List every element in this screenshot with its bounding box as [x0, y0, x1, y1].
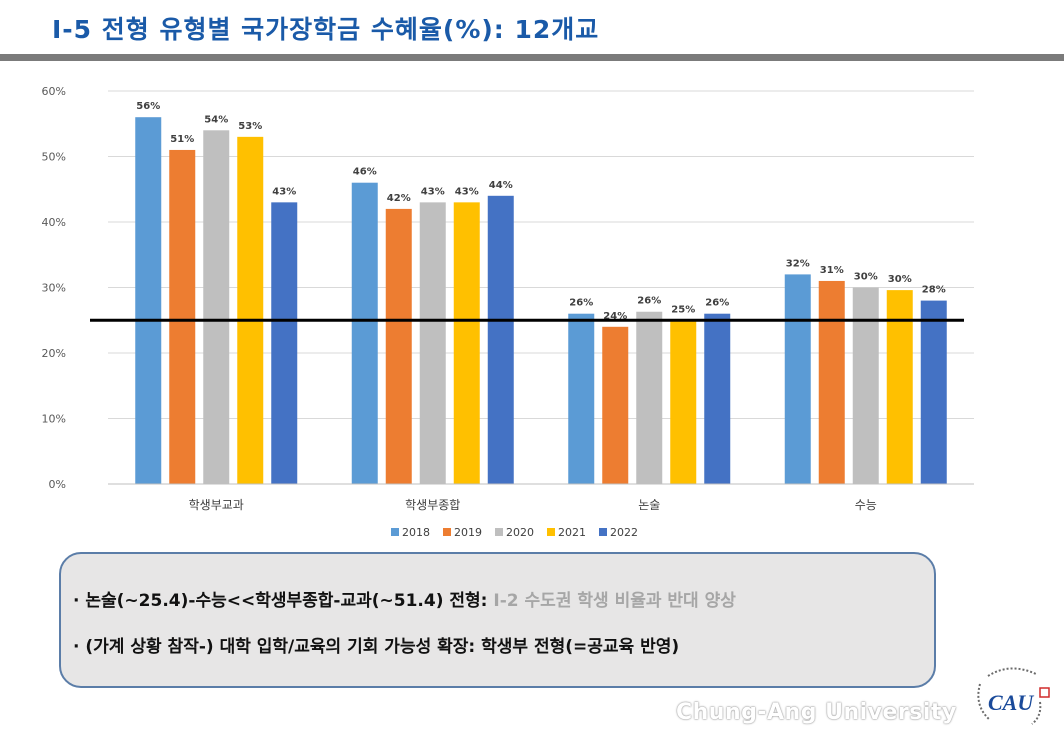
y-tick-label: 30%: [42, 282, 66, 295]
logo-text: CAU: [988, 690, 1034, 715]
data-label: 26%: [569, 298, 593, 309]
data-label: 26%: [705, 298, 729, 309]
bar-2021: [670, 320, 697, 484]
note-line-1: · 논술(~25.4)-수능<<학생부종합-교과(~51.4) 전형: I-2 …: [73, 586, 736, 611]
category-label: 학생부교과: [189, 498, 244, 512]
data-label: 31%: [820, 265, 844, 276]
cau-logo: CAU: [977, 667, 1050, 725]
data-label: 42%: [387, 193, 411, 204]
bar-2019: [602, 326, 629, 484]
data-label: 25%: [671, 304, 695, 315]
legend-swatch-2022: [599, 528, 607, 536]
legend-label: 2018: [402, 526, 430, 539]
bar-2018: [135, 117, 162, 484]
bar-2020: [203, 130, 230, 485]
slide-title: I-5 전형 유형별 국가장학금 수혜율(%): 12개교: [52, 15, 600, 44]
bar-2020: [852, 287, 879, 484]
note-text: 논술(~25.4)-수능<<학생부종합-교과(~51.4) 전형:: [79, 591, 494, 611]
bar-2022: [487, 195, 514, 485]
bar-2020: [636, 311, 663, 484]
note-bullet: ·: [73, 637, 80, 657]
note-gray-text: I-2 수도권 학생 비율과 반대 양상: [493, 591, 736, 611]
category-label: 논술: [638, 498, 660, 512]
legend-label: 2020: [506, 526, 534, 539]
bar-2021: [886, 290, 913, 484]
note-line-2: · (가계 상황 참작-) 대학 입학/교육의 기회 가능성 확장: 학생부 전…: [73, 632, 679, 657]
data-label: 56%: [136, 101, 160, 112]
bar-chart: 0% 10% 20% 30% 40% 50% 60% 56% 51% 54% 53% 43% 학생부교과…: [42, 85, 974, 539]
data-label: 32%: [786, 258, 810, 269]
legend-swatch-2020: [495, 528, 503, 536]
data-label: 24%: [603, 311, 627, 322]
y-tick-label: 20%: [42, 347, 66, 360]
bar-2020: [419, 202, 446, 484]
data-label: 30%: [888, 274, 912, 285]
bar-2022: [704, 313, 731, 484]
data-label: 43%: [455, 186, 479, 197]
title-divider: [0, 54, 1064, 61]
data-label: 51%: [170, 134, 194, 145]
category-label: 수능: [855, 498, 877, 512]
y-tick-label: 40%: [42, 216, 66, 229]
data-label: 43%: [272, 186, 296, 197]
data-label: 26%: [637, 296, 661, 307]
category-label: 학생부종합: [405, 498, 460, 512]
note-bullet: ·: [73, 591, 80, 611]
legend-swatch-2019: [443, 528, 451, 536]
data-label: 46%: [353, 167, 377, 178]
y-tick-label: 0%: [49, 478, 66, 491]
legend-swatch-2021: [547, 528, 555, 536]
y-tick-label: 10%: [42, 413, 66, 426]
bar-2019: [818, 280, 845, 484]
notes-box: · 논술(~25.4)-수능<<학생부종합-교과(~51.4) 전형: I-2 …: [59, 552, 936, 688]
data-label: 44%: [489, 180, 513, 191]
bar-2022: [271, 202, 298, 484]
data-label: 43%: [421, 186, 445, 197]
data-label: 28%: [922, 285, 946, 296]
bar-2022: [920, 300, 947, 484]
bar-2018: [351, 182, 378, 484]
bar-2019: [385, 208, 412, 484]
bar-2018: [784, 274, 811, 484]
note-text: (가계 상황 참작-) 대학 입학/교육의 기회 가능성 확장: 학생부 전형(…: [79, 637, 680, 657]
university-name: Chung-Ang University: [676, 700, 957, 725]
bar-2021: [453, 202, 480, 484]
data-label: 54%: [204, 114, 228, 125]
data-label: 53%: [238, 121, 262, 132]
legend-label: 2019: [454, 526, 482, 539]
legend-swatch-2018: [391, 528, 399, 536]
data-label: 30%: [854, 272, 878, 283]
y-tick-label: 60%: [42, 85, 66, 98]
bar-2018: [568, 313, 595, 484]
legend-label: 2022: [610, 526, 638, 539]
bar-2019: [169, 149, 196, 484]
y-tick-label: 50%: [42, 151, 66, 164]
bar-2021: [237, 136, 264, 484]
legend-label: 2021: [558, 526, 586, 539]
